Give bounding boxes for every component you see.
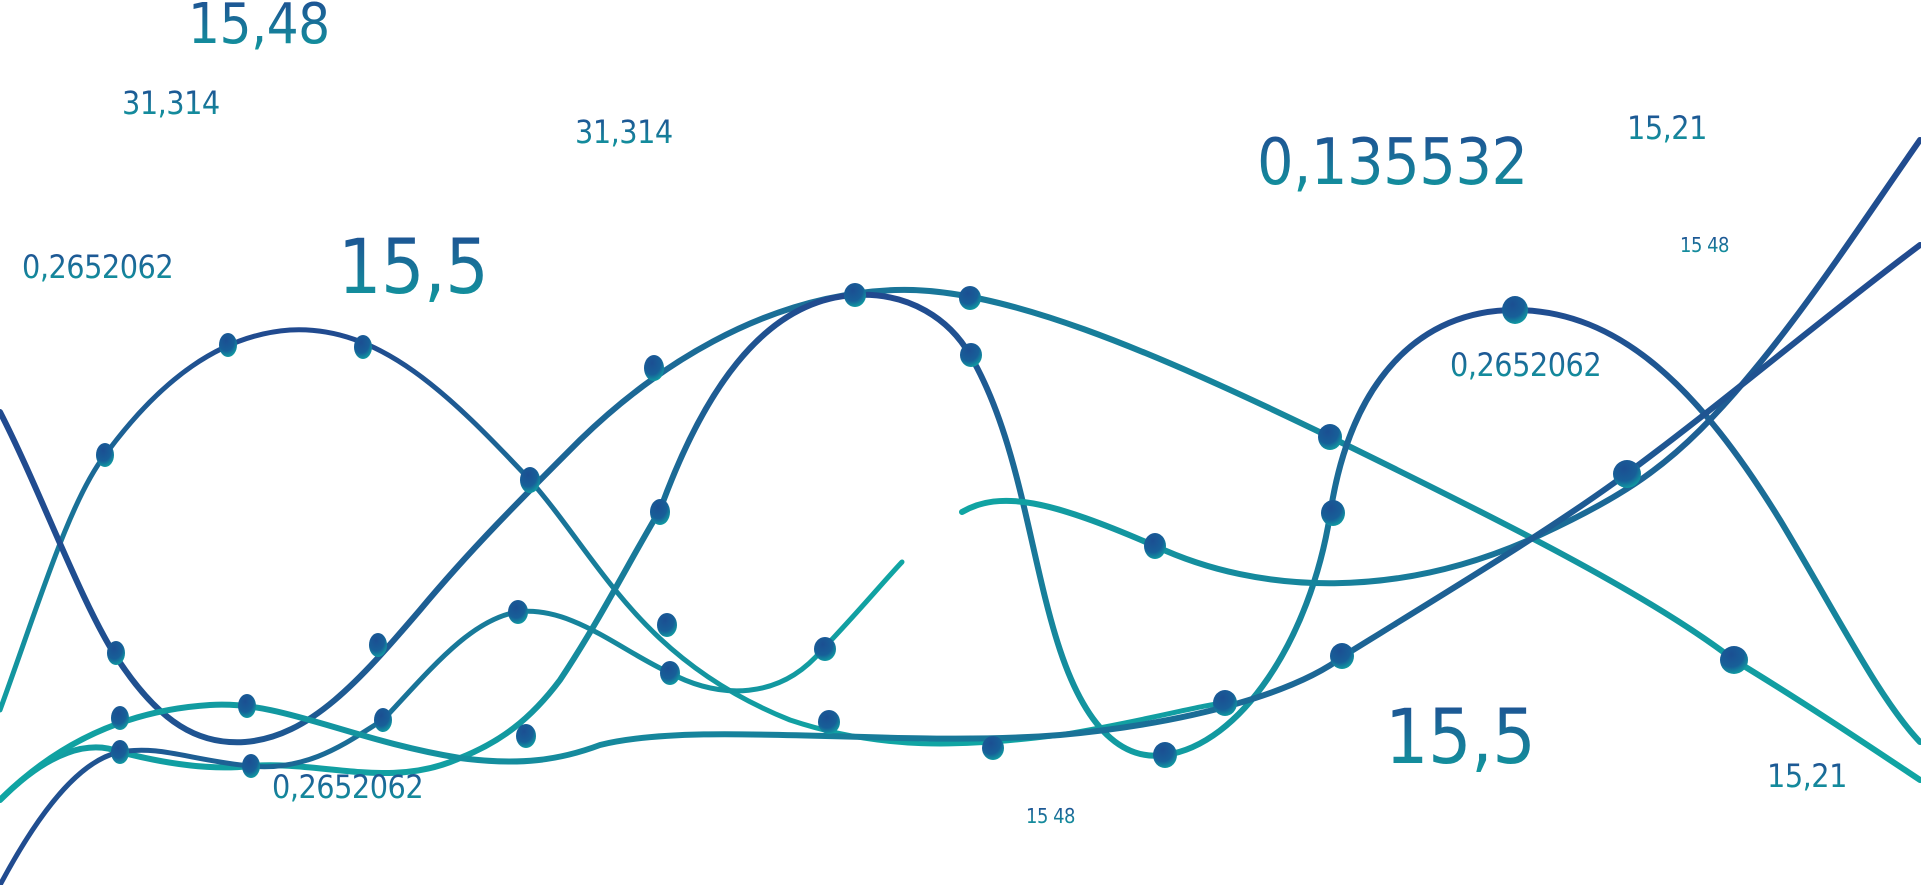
curve-d <box>0 559 905 885</box>
value-label: 15,48 <box>188 0 330 53</box>
value-label: 15,21 <box>1627 109 1707 147</box>
value-label: 0,135532 <box>1257 126 1528 200</box>
value-label: 0,2652062 <box>22 248 174 286</box>
curve-a <box>0 327 1228 747</box>
value-label: 15,21 <box>1767 757 1847 795</box>
curve-c <box>0 291 1921 803</box>
value-label: 15,5 <box>338 222 489 311</box>
curve-dots <box>96 283 1748 778</box>
value-label: 31,314 <box>575 113 673 151</box>
curve-b <box>0 286 1921 783</box>
value-label: 0,2652062 <box>272 768 424 806</box>
value-label: 15 48 <box>1026 804 1076 828</box>
value-label: 15 48 <box>1680 233 1730 257</box>
value-label: 31,314 <box>122 84 220 122</box>
value-label: 15,5 <box>1385 692 1536 781</box>
value-label: 0,2652062 <box>1450 346 1602 384</box>
